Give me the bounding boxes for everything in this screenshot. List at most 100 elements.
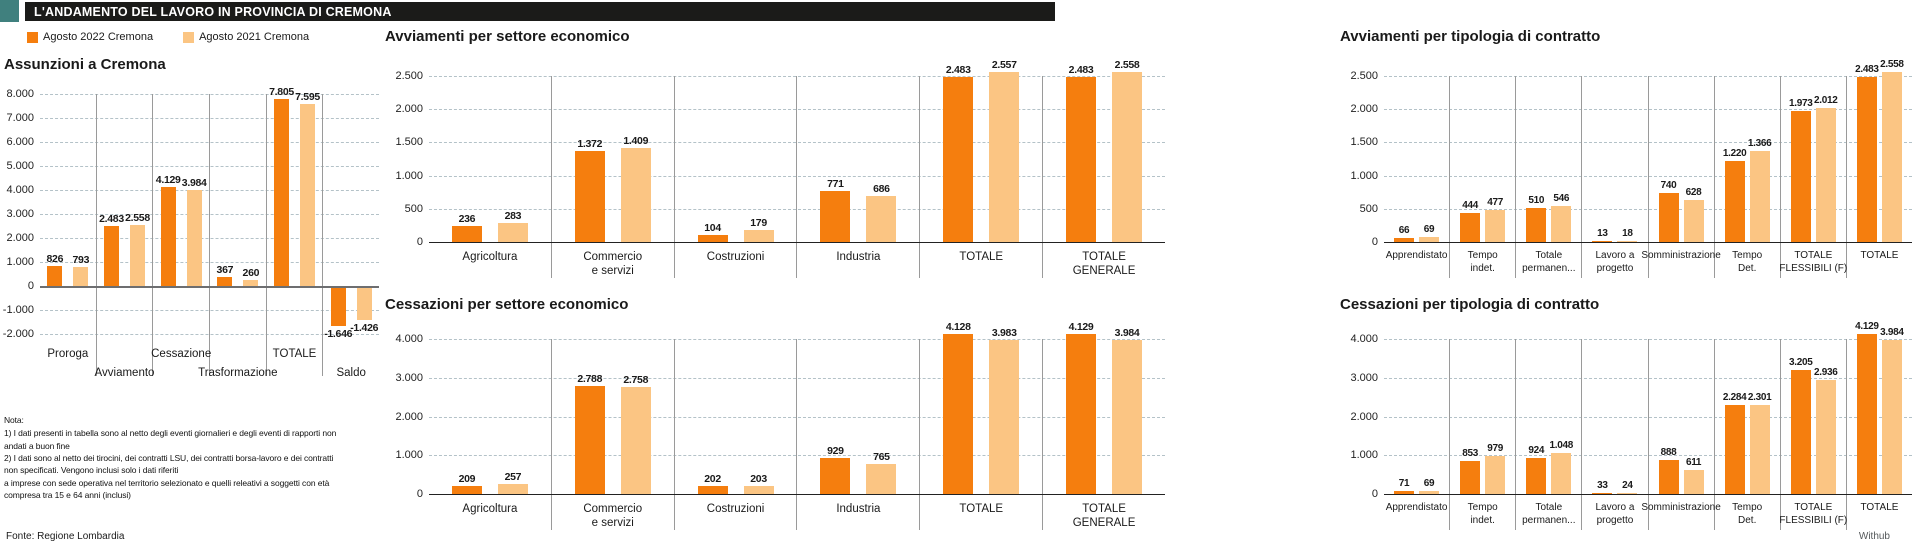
y-tick-label: 4.000 [6,184,34,196]
category-label: Costruzioni [706,251,765,263]
bar-group-tempo-indet-: 444 477 Tempo indet. [1450,76,1517,278]
bar-value-label: 3.984 [181,177,207,190]
footnotes: Nota: 1) I dati presenti in tabella sono… [4,414,379,501]
bar-agosto-2022 [1856,334,1877,494]
bar-agosto-2022 [1066,77,1097,242]
bar-group-totale-generale: 4.129 3.984 TOTALE GENERALE [1043,321,1165,530]
bar-agosto-2021 [1881,339,1902,494]
bar-value-label: 367 [216,264,234,277]
bar-agosto-2021 [1419,491,1440,494]
bar-value-label: 7.805 [269,85,294,98]
bar-value-label: 929 [827,445,844,457]
category-label: Tempo indet. [1467,502,1498,526]
bar-value-label: 1.409 [623,135,649,148]
category-label: Lavoro a progetto [1595,502,1635,526]
y-tick-label: 1.500 [1350,136,1378,149]
bar-agosto-2021 [1815,108,1836,242]
chart-title: Avviamenti per tipologia di contratto [1340,28,1601,45]
y-tick-label: 2.000 [6,232,34,244]
y-tick-label: 1.500 [395,136,423,149]
bar-agosto-2022 [451,485,482,494]
category-label: Industria [836,503,881,515]
bar-value-label: 3.984 [1114,326,1140,339]
column-middle: Avviamenti per settore economico 2.500 2.… [385,28,1165,530]
bar-value-label: 4.129 [1855,321,1879,333]
bar-agosto-2021 [866,464,897,494]
y-tick-label: 3.000 [6,208,34,220]
bar-value-label: 69 [1423,224,1435,236]
bar-value-label: 4.128 [945,321,971,334]
legend: Agosto 2022 Cremona Agosto 2021 Cremona [27,31,339,43]
y-tick-label: 0 [27,280,34,292]
bar-value-label: 236 [458,213,476,226]
y-tick-label: 5.000 [6,160,34,172]
bar-value-label: 283 [504,210,522,223]
y-tick-label: 500 [404,202,423,215]
category-label: TOTALE [272,348,317,360]
column-right: Avviamenti per tipologia di contratto 2.… [1340,28,1912,530]
bar-agosto-2021 [1683,200,1704,242]
y-axis: 2.500 2.000 1.500 1.000 500 0 [1340,70,1384,248]
bar-agosto-2022 [274,98,290,286]
y-tick-label: 8.000 [6,88,34,100]
bar-agosto-2021 [620,148,651,242]
category-label: Somministrazione [1641,250,1721,261]
category-label: Lavoro a progetto [1595,250,1635,274]
note-line: a imprese con sede operativa nel territo… [4,477,330,488]
chart-title: Avviamenti per settore economico [385,28,630,45]
category-label: Tempo Det. [1732,250,1763,274]
bar-agosto-2021 [1617,240,1638,242]
credit-label: Withub [1858,531,1890,542]
bar-value-label: 793 [72,253,90,266]
category-label: Saldo [336,367,366,379]
bar-group-somministrazione: 888 611 Somministrazione [1641,339,1721,530]
bar-group-agricoltura: 209 257 Agricoltura [429,339,552,530]
bar-agosto-2022 [1394,237,1415,242]
category-label: TOTALE [959,503,1004,515]
note-line: andati a buon fine [4,440,70,451]
bar-agosto-2021 [1551,205,1572,242]
bar-agosto-2021 [186,190,202,286]
bar-value-label: 771 [827,177,844,190]
bar-value-label: 924 [1528,445,1545,457]
category-label: TOTALE GENERALE [1072,503,1136,530]
bar-agosto-2021 [300,103,316,286]
bar-value-label: 203 [750,473,767,486]
bar-group-lavoro-a-progetto: 33 24 Lavoro a progetto [1582,339,1649,530]
bar-agosto-2021 [1112,339,1143,494]
y-tick-label: 2.500 [395,70,423,82]
bar-agosto-2022 [943,77,974,242]
bar-agosto-2022 [217,277,233,286]
category-label: TOTALE FLESSIBILI (F) [1779,250,1848,274]
bar-value-label: 2.788 [577,372,603,385]
bar-agosto-2021 [130,224,145,286]
note-title: Nota: [4,415,24,425]
bar-group-tempo-indet-: 853 979 Tempo indet. [1450,339,1517,530]
category-label: Avviamento [94,367,155,379]
y-tick-label: 2.000 [395,103,423,116]
bar-value-label: 104 [704,222,721,235]
bar-agosto-2022 [820,190,851,242]
bar-value-label: 888 [1660,446,1677,458]
plot-area: 236 283 Agricoltura 1.372 1.409 Commercio e se… [429,59,1165,278]
category-label: TOTALE [1860,502,1899,513]
y-axis: 4.000 3.000 2.000 1.000 0 [385,333,429,500]
y-tick-label: 1.000 [395,169,423,182]
bar-agosto-2021 [866,196,897,242]
plot-area: 71 69 Apprendistato 853 979 Tempo indet. 924 1.0… [1384,321,1912,530]
bar-value-label: 546 [1553,192,1570,204]
plot-area: 209 257 Agricoltura 2.788 2.758 Commercio e se… [429,321,1165,530]
category-label: Somministrazione [1641,502,1721,513]
bar-value-label: 853 [1462,447,1479,459]
bar-agosto-2021 [989,72,1020,242]
bar-group-proroga: 826 793 Proroga [40,94,97,376]
category-label: Commercio e servizi [583,251,643,278]
category-label: Tempo Det. [1732,502,1763,526]
chart-avviamenti-per-tipologia: Avviamenti per tipologia di contratto 2.… [1340,28,1912,278]
y-tick-label: 1.000 [1350,449,1378,462]
header-accent-square [0,0,19,22]
bar-agosto-2021 [1749,151,1770,242]
bar-value-label: 33 [1597,479,1608,491]
bar-agosto-2022 [1658,192,1679,242]
bar-value-label: 4.129 [1068,321,1094,334]
